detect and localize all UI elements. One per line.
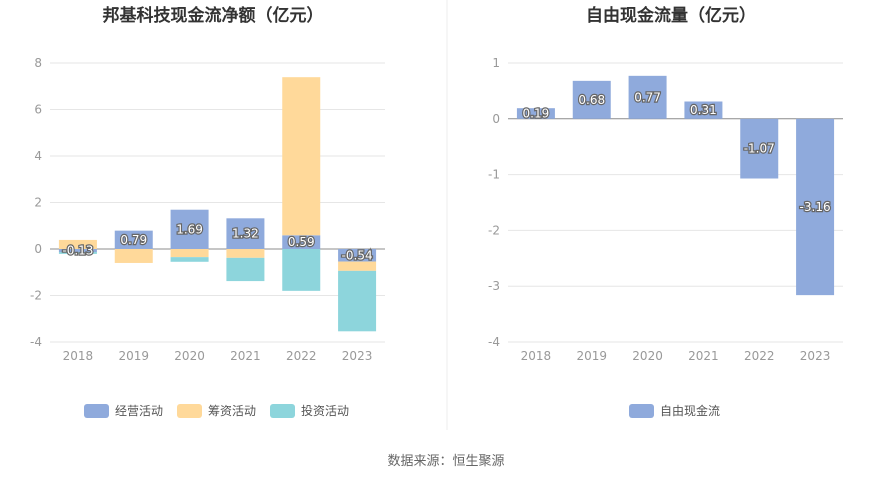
data-label: 0.79 [120,233,147,247]
x-tick-label: 2020 [632,349,663,363]
data-label: 0.31 [690,103,717,117]
x-tick-label: 2018 [63,349,94,363]
data-label: 0.77 [634,90,661,104]
bar-自由现金流-2023 [796,118,835,296]
legend-label: 筹资活动 [208,404,256,418]
legend-label: 自由现金流 [660,403,720,418]
y-tick-label: -2 [488,223,500,237]
bar-自由现金流-2022 [740,118,779,179]
chart-title: 自由现金流量（亿元） [586,5,756,26]
data-label: -0.13 [62,244,93,258]
y-tick-label: 0 [34,242,42,256]
y-tick-label: 6 [34,103,42,117]
bar-筹资活动-2023 [338,261,377,271]
legend-item[interactable]: 自由现金流 [629,403,720,418]
bar-筹资活动-2020 [170,249,209,258]
y-tick-label: 1 [492,56,500,70]
x-tick-label: 2022 [744,349,775,363]
data-label: -1.07 [744,142,775,156]
legend-item[interactable]: 投资活动 [270,403,349,418]
bar-筹资活动-2022 [282,77,321,236]
bar-自由现金流-2018 [516,108,555,119]
bar-自由现金流-2019 [572,80,611,119]
x-tick-label: 2018 [521,349,552,363]
legend-swatch [629,404,654,418]
y-tick-label: -2 [30,289,42,303]
bar-自由现金流-2021 [684,101,723,119]
x-tick-label: 2019 [118,349,149,363]
data-label: 0.59 [288,235,315,249]
bar-筹资活动-2021 [226,249,265,258]
data-label: -3.16 [800,200,831,214]
y-tick-label: -4 [30,335,42,349]
x-tick-label: 2020 [174,349,205,363]
legend-swatch [270,404,295,418]
legend-swatch [177,404,202,418]
bar-经营活动-2020 [170,209,209,249]
bar-投资活动-2020 [170,257,209,262]
y-tick-label: 2 [34,196,42,210]
bar-经营活动-2019 [114,230,153,249]
bar-投资活动-2021 [226,257,265,282]
bar-投资活动-2023 [338,270,377,332]
x-tick-label: 2019 [576,349,607,363]
bar-经营活动-2021 [226,218,265,249]
x-tick-label: 2023 [342,349,373,363]
x-tick-label: 2022 [286,349,317,363]
y-tick-label: 4 [34,149,42,163]
x-tick-label: 2021 [688,349,719,363]
y-tick-label: 8 [34,56,42,70]
bar-经营活动-2018 [58,249,97,253]
bar-筹资活动-2019 [114,249,153,263]
legend-label: 投资活动 [301,403,349,418]
y-tick-label: -3 [488,279,500,293]
y-tick-label: 0 [492,112,500,126]
data-label: 0.19 [523,106,550,120]
bar-经营活动-2023 [338,249,377,262]
x-tick-label: 2023 [800,349,831,363]
bar-投资活动-2018 [58,252,97,254]
data-label: 1.32 [232,227,259,241]
x-tick-label: 2021 [230,349,261,363]
bar-经营活动-2022 [282,235,321,249]
y-tick-label: -1 [488,168,500,182]
chart-title: 邦基科技现金流净额（亿元） [103,5,324,26]
y-tick-label: -4 [488,335,500,349]
source-note: 数据来源：恒生聚源 [387,454,504,469]
legend-item[interactable]: 经营活动 [84,404,163,418]
bar-投资活动-2022 [282,249,321,291]
bar-筹资活动-2018 [58,239,97,249]
data-label: 0.68 [578,93,605,107]
legend-swatch [84,404,109,418]
data-label: -0.54 [342,248,373,262]
free-cashflow-chart: 自由现金流量（亿元） 1 0 -1 -2 -3 -4 0.19 0.68 0.77 0.31 -1… [488,5,843,418]
data-label: 1.69 [176,222,203,236]
legend-item[interactable]: 筹资活动 [177,404,256,418]
legend-label: 经营活动 [115,404,163,418]
bar-自由现金流-2020 [628,75,667,119]
cashflow-net-chart: 邦基科技现金流净额（亿元） 8 6 4 2 0 -2 -4 -0.13 0.79 1.69 1.3… [30,5,385,418]
